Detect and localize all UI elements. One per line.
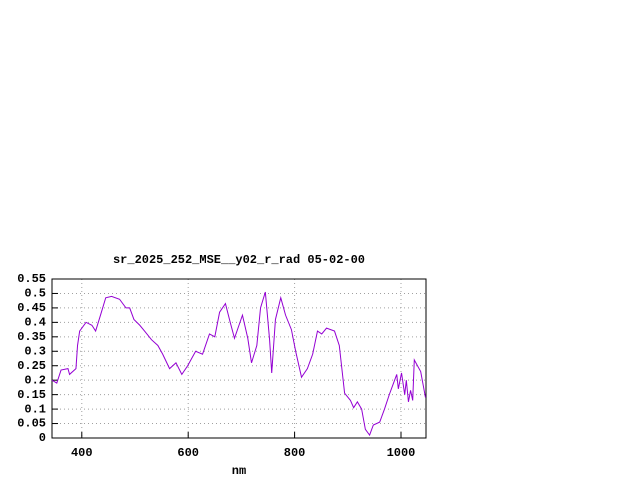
y-tick-label: 0.1	[24, 402, 46, 416]
y-tick-label: 0.4	[24, 316, 46, 330]
x-tick-label: 1000	[387, 446, 416, 460]
y-tick-label: 0.45	[17, 301, 46, 315]
y-tick-label: 0.3	[24, 344, 46, 358]
y-tick-label: 0.05	[17, 417, 46, 431]
x-tick-label: 800	[284, 446, 306, 460]
y-tick-label: 0.35	[17, 330, 46, 344]
y-tick-label: 0.2	[24, 373, 46, 387]
y-tick-label: 0.5	[24, 287, 46, 301]
y-tick-label: 0.25	[17, 359, 46, 373]
data-line	[51, 291, 426, 437]
y-tick-label: 0.55	[17, 272, 46, 286]
plot-border	[51, 278, 427, 439]
x-tick-label: 400	[71, 446, 93, 460]
x-tick-label: 600	[177, 446, 199, 460]
x-axis-label: nm	[232, 464, 246, 478]
y-tick-label: 0	[39, 431, 46, 445]
y-tick-label: 0.15	[17, 388, 46, 402]
chart-title: sr_2025_252_MSE__y02_r_rad 05-02-00	[113, 253, 365, 267]
